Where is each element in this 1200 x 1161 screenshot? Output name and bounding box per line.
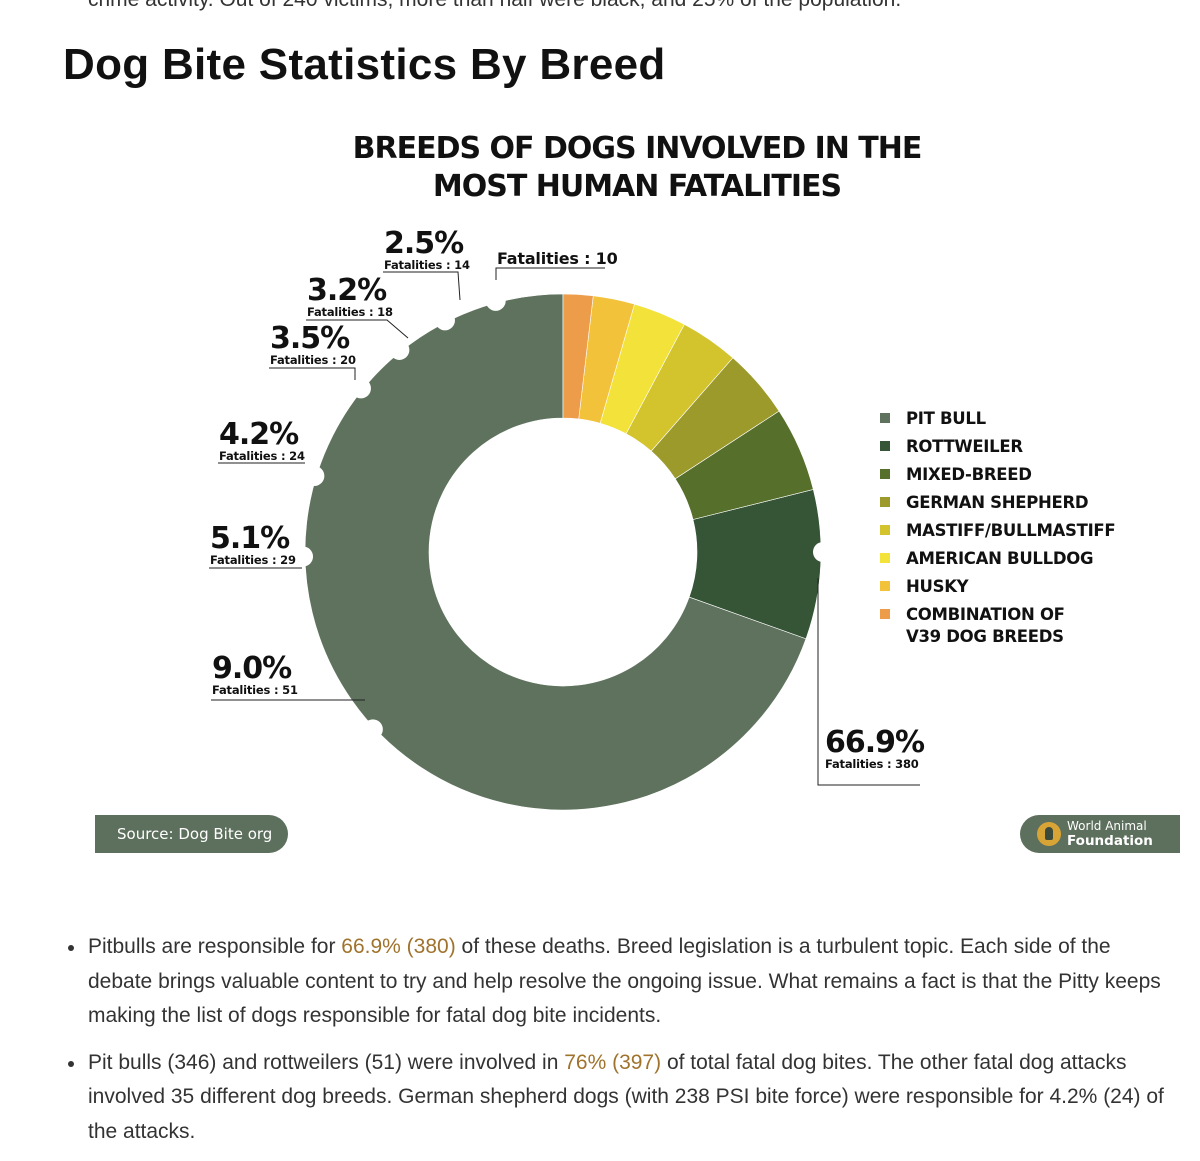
legend-swatch: [880, 553, 890, 563]
legend-swatch: [880, 413, 890, 423]
pie-slice: [562, 293, 594, 420]
callout-leader-line: [817, 578, 920, 786]
legend-item: GERMAN SHEPHERD: [880, 492, 1115, 520]
brand-name-line: Foundation: [1067, 833, 1153, 849]
chart-title-line: MOST HUMAN FATALITIES: [432, 169, 842, 204]
donut-chart: 66.9%Fatalities : 380 9.0%Fatalities : 51…: [209, 226, 926, 811]
slice-percent-label: 4.2%: [219, 417, 299, 452]
legend-label: HUSKY: [906, 577, 969, 596]
legend-swatch: [880, 497, 890, 507]
slice-percent-label: 9.0%: [212, 651, 292, 686]
callout-marker: [434, 310, 455, 331]
callout-leader-line: [383, 271, 461, 301]
slice-fatalities-label: Fatalities : 10: [497, 249, 618, 268]
slice-percent-label: 3.5%: [270, 321, 350, 356]
previous-paragraph-text: crime activity. Out of 240 victims, more…: [88, 0, 1188, 12]
callout-leader-line: [495, 267, 605, 280]
slice-percent-label: 2.5%: [384, 226, 464, 261]
callout-marker: [389, 339, 410, 360]
slice-percent-label: 66.9%: [825, 725, 925, 760]
callout-marker: [350, 378, 371, 399]
legend-label: PIT BULL: [906, 409, 986, 428]
legend-label: MASTIFF/BULLMASTIFF: [906, 521, 1116, 540]
brand-name-line: World Animal: [1067, 819, 1147, 833]
callout-marker: [813, 542, 833, 562]
highlight-stat: 76% (397): [564, 1050, 662, 1074]
page-title: Dog Bite Statistics By Breed: [63, 40, 666, 89]
slice-fatalities-label: Fatalities : 14: [384, 258, 470, 272]
bullet-text: of total fatal dog bites. The other fata…: [88, 1050, 1164, 1143]
breed-fatalities-infographic: BREEDS OF DOGS INVOLVED IN THE MOST HUMA…: [0, 100, 1200, 870]
legend-label: GERMAN SHEPHERD: [906, 493, 1089, 512]
callout-leader-line: [269, 367, 356, 380]
callout-marker: [293, 546, 314, 567]
slice-fatalities-label: Fatalities : 20: [270, 353, 356, 367]
slice-fatalities-label: Fatalities : 380: [825, 757, 919, 771]
slice-fatalities-label: Fatalities : 51: [212, 683, 298, 697]
highlight-stat: 66.9% (380): [341, 935, 456, 958]
chart-legend: PIT BULL ROTTWEILER MIXED-BREED GERMAN SHEP…: [880, 408, 1116, 650]
bullet-list: Pitbulls are responsible for 66.9% (380)…: [60, 930, 1170, 1161]
slice-fatalities-label: Fatalities : 29: [210, 553, 296, 567]
bullet-item: Pit bulls (346) and rottweilers (51) wer…: [60, 1046, 1170, 1150]
source-badge: Source: Dog Bite org: [95, 815, 288, 853]
chart-title-line: BREEDS OF DOGS INVOLVED IN THE: [352, 131, 923, 166]
legend-swatch: [880, 469, 890, 479]
slice-fatalities-label: Fatalities : 24: [219, 449, 305, 463]
legend-item: MIXED-BREED: [880, 464, 1115, 492]
legend-item: AMERICAN BULLDOG: [880, 548, 1115, 576]
bullet-text: Pit bulls (346) and rottweilers (51) wer…: [88, 1050, 565, 1074]
bullet-text: Pitbulls are responsible for: [88, 935, 342, 958]
callout-marker: [304, 465, 325, 486]
legend-swatch: [880, 441, 890, 451]
brand-badge: World Animal Foundation: [1020, 815, 1180, 853]
legend-item: COMBINATION OF V39 DOG BREEDS: [880, 604, 1115, 650]
chart-title: BREEDS OF DOGS INVOLVED IN THE MOST HUMA…: [237, 130, 1037, 206]
legend-item: MASTIFF/BULLMASTIFF: [880, 520, 1116, 548]
callout-marker: [362, 719, 383, 740]
legend-label: ROTTWEILER: [906, 437, 1023, 456]
slice-percent-label: 5.1%: [210, 521, 290, 556]
legend-swatch: [880, 581, 890, 591]
legend-label: MIXED-BREED: [906, 465, 1032, 484]
bullet-item: Pitbulls are responsible for 66.9% (380)…: [60, 930, 1170, 1034]
legend-item: PIT BULL: [880, 408, 1115, 436]
brand-logo-icon: [1037, 822, 1061, 846]
legend-item: ROTTWEILER: [880, 436, 1115, 464]
legend-label: COMBINATION OF V39 DOG BREEDS: [906, 605, 1065, 646]
legend-label: AMERICAN BULLDOG: [906, 549, 1094, 568]
legend-swatch: [880, 525, 890, 535]
slice-percent-label: 3.2%: [307, 273, 387, 308]
callout-marker: [485, 290, 506, 311]
callout-leader-line: [306, 319, 409, 339]
legend-item: HUSKY: [880, 576, 1115, 604]
legend-swatch: [880, 609, 890, 619]
bullet-text: of these deaths. Breed legislation is a …: [88, 935, 1161, 1027]
slice-fatalities-label: Fatalities : 18: [307, 305, 393, 319]
